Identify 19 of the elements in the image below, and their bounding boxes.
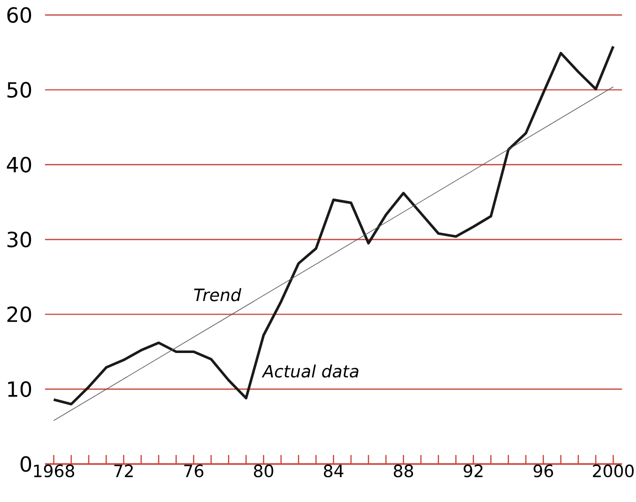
y-tick-label: 0 <box>20 456 32 472</box>
x-tick-label: 88 <box>394 464 414 478</box>
y-tick-label: 50 <box>7 82 32 98</box>
x-tick-label: 72 <box>114 464 133 478</box>
x-tick-label: 80 <box>254 464 274 478</box>
x-tick-label: 76 <box>184 464 204 478</box>
y-tick-label: 30 <box>7 232 32 248</box>
x-tick-label: 2000 <box>592 464 634 478</box>
x-tick-label: 84 <box>324 464 344 478</box>
y-tick-label: 10 <box>8 381 32 398</box>
x-tick-label: 1968 <box>34 464 74 478</box>
line-series <box>52 45 615 406</box>
annotation: Trend <box>194 288 242 302</box>
y-tick-label: 40 <box>6 156 32 173</box>
x-tick-label: 96 <box>534 464 554 478</box>
y-tick-label: 20 <box>7 306 32 322</box>
annotation: Actual data <box>262 364 358 378</box>
x-tick-label: 92 <box>464 464 482 478</box>
y-tick-label: 60 <box>7 7 32 23</box>
